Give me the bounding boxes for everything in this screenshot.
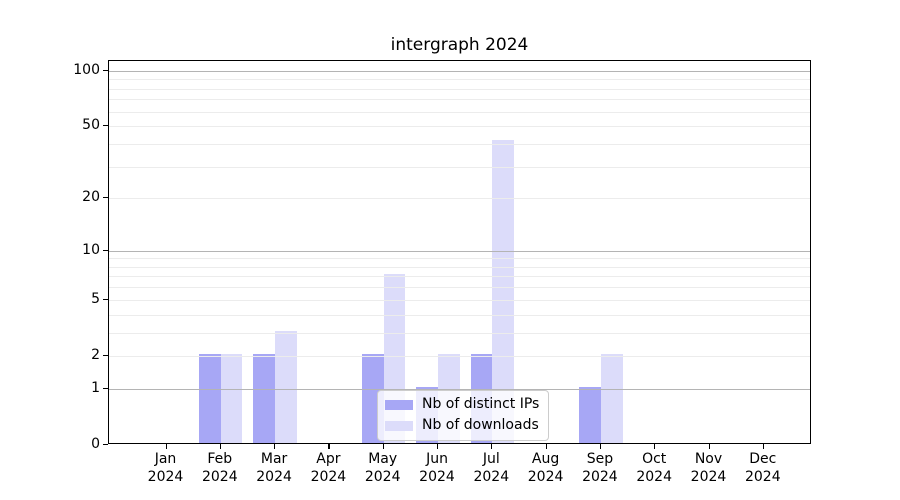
legend-label-downloads: Nb of downloads bbox=[422, 417, 539, 433]
gridline-70 bbox=[109, 99, 810, 101]
x-tick-mark bbox=[437, 444, 439, 449]
y-tick-mark bbox=[103, 387, 108, 389]
x-tick-mark bbox=[491, 444, 493, 449]
legend-swatch-downloads bbox=[385, 420, 413, 431]
x-tick-label-feb: Feb 2024 bbox=[201, 451, 238, 485]
gridline-20 bbox=[109, 198, 810, 200]
y-tick-label-1: 1 bbox=[91, 379, 100, 396]
gridline-100 bbox=[109, 70, 810, 72]
y-tick-mark bbox=[103, 354, 108, 357]
legend-item-downloads: Nb of downloads bbox=[385, 417, 539, 434]
gridline-3 bbox=[109, 332, 810, 334]
gridline-8 bbox=[109, 266, 810, 268]
gridline-80 bbox=[109, 88, 810, 90]
x-tick-mark bbox=[545, 444, 547, 449]
y-tick-mark bbox=[103, 249, 108, 251]
y-tick-label-10: 10 bbox=[82, 241, 100, 258]
x-tick-label-jun: Jun 2024 bbox=[419, 451, 455, 485]
y-tick-label-50: 50 bbox=[82, 117, 100, 134]
legend: Nb of distinct IPs Nb of downloads bbox=[377, 390, 550, 441]
x-tick-mark bbox=[654, 444, 656, 449]
y-tick-label-2: 2 bbox=[91, 346, 100, 363]
gridline-5 bbox=[109, 299, 810, 301]
x-tick-label-nov: Nov 2024 bbox=[690, 451, 727, 485]
y-tick-mark bbox=[103, 444, 108, 446]
gridline-30 bbox=[109, 166, 810, 168]
x-tick-label-aug: Aug 2024 bbox=[527, 451, 564, 485]
gridline-10 bbox=[109, 250, 810, 252]
bar-downloads-mar bbox=[275, 330, 297, 443]
x-tick-label-oct: Oct 2024 bbox=[636, 451, 672, 485]
x-tick-mark bbox=[762, 444, 764, 449]
gridline-1 bbox=[109, 388, 810, 390]
x-tick-mark bbox=[708, 444, 710, 449]
x-tick-mark bbox=[219, 444, 221, 449]
x-tick-label-jan: Jan 2024 bbox=[147, 451, 184, 485]
y-tick-mark bbox=[103, 298, 108, 300]
bar-downloads-jul bbox=[492, 139, 514, 443]
x-tick-label-may: May 2024 bbox=[364, 451, 401, 485]
y-tick-label-0: 0 bbox=[91, 436, 100, 452]
bar-downloads-feb bbox=[220, 353, 243, 443]
y-tick-mark bbox=[103, 125, 108, 127]
x-tick-mark bbox=[382, 444, 384, 449]
bar-ips-sep bbox=[579, 386, 601, 443]
legend-swatch-distinct-ips bbox=[385, 399, 413, 410]
gridline-40 bbox=[109, 143, 810, 145]
x-tick-label-mar: Mar 2024 bbox=[256, 451, 292, 485]
gridline-7 bbox=[109, 276, 810, 278]
x-tick-mark bbox=[599, 444, 602, 449]
y-tick-label-5: 5 bbox=[91, 290, 100, 307]
x-tick-label-jul: Jul 2024 bbox=[473, 451, 510, 485]
gridline-50 bbox=[109, 126, 810, 128]
x-tick-label-dec: Dec 2024 bbox=[744, 451, 781, 485]
gridline-90 bbox=[109, 79, 810, 81]
bar-ips-mar bbox=[253, 353, 276, 443]
gridline-9 bbox=[109, 258, 810, 260]
x-tick-label-apr: Apr 2024 bbox=[310, 451, 347, 485]
chart-title: intergraph 2024 bbox=[390, 35, 529, 55]
y-tick-mark bbox=[103, 69, 108, 71]
gridline-60 bbox=[109, 111, 810, 113]
legend-label-distinct-ips: Nb of distinct IPs bbox=[422, 396, 540, 412]
legend-item-distinct-ips: Nb of distinct IPs bbox=[385, 396, 539, 413]
bar-downloads-sep bbox=[600, 353, 623, 443]
gridline-6 bbox=[109, 287, 810, 289]
y-tick-label-20: 20 bbox=[82, 189, 100, 206]
x-tick-mark bbox=[274, 444, 276, 449]
bar-ips-feb bbox=[199, 353, 221, 443]
x-tick-label-sep: Sep 2024 bbox=[582, 451, 618, 485]
y-tick-label-100: 100 bbox=[73, 61, 100, 78]
x-tick-mark bbox=[328, 444, 330, 449]
y-tick-mark bbox=[103, 197, 108, 199]
gridline-4 bbox=[109, 314, 810, 316]
plot-area bbox=[108, 60, 811, 444]
x-tick-mark bbox=[165, 444, 167, 449]
gridline-2 bbox=[109, 355, 810, 357]
